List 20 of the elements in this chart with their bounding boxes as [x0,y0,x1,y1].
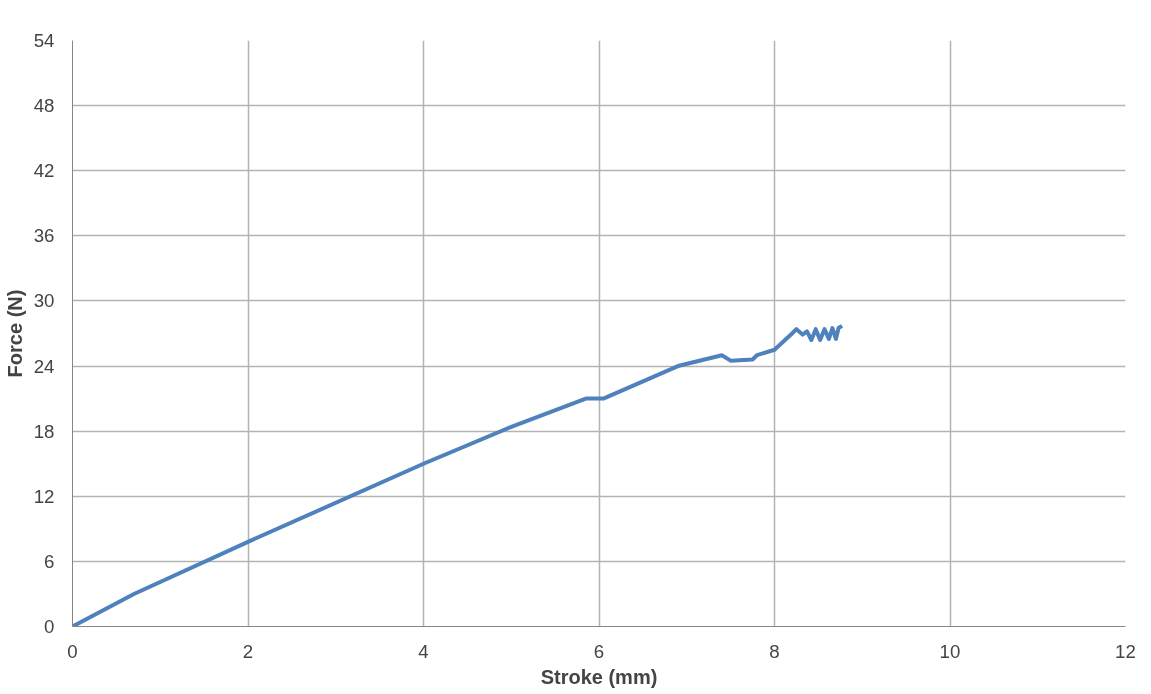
x-tick-label: 8 [769,640,780,662]
y-tick-label: 36 [33,225,55,247]
x-tick-label: 10 [939,640,961,662]
y-tick-label: 30 [33,290,55,312]
y-tick-label: 42 [33,160,55,182]
y-tick-label: 24 [33,355,55,377]
y-axis-title: Force (N) [3,289,26,378]
y-tick-label: 48 [33,95,55,117]
y-tick-label: 6 [44,550,55,572]
x-tick-label: 0 [67,640,78,662]
y-tick-label: 54 [33,30,55,51]
x-tick-label: 4 [418,640,429,662]
x-tick-label: 6 [593,640,605,662]
line-series [72,323,845,627]
y-tick-label: 12 [33,485,55,507]
x-axis-title: Stroke (mm) [540,665,658,688]
x-tick-label: 2 [242,640,254,662]
y-tick-label: 18 [33,420,55,442]
x-tick-label: 12 [1115,640,1136,662]
y-tick-label: 0 [44,616,55,637]
